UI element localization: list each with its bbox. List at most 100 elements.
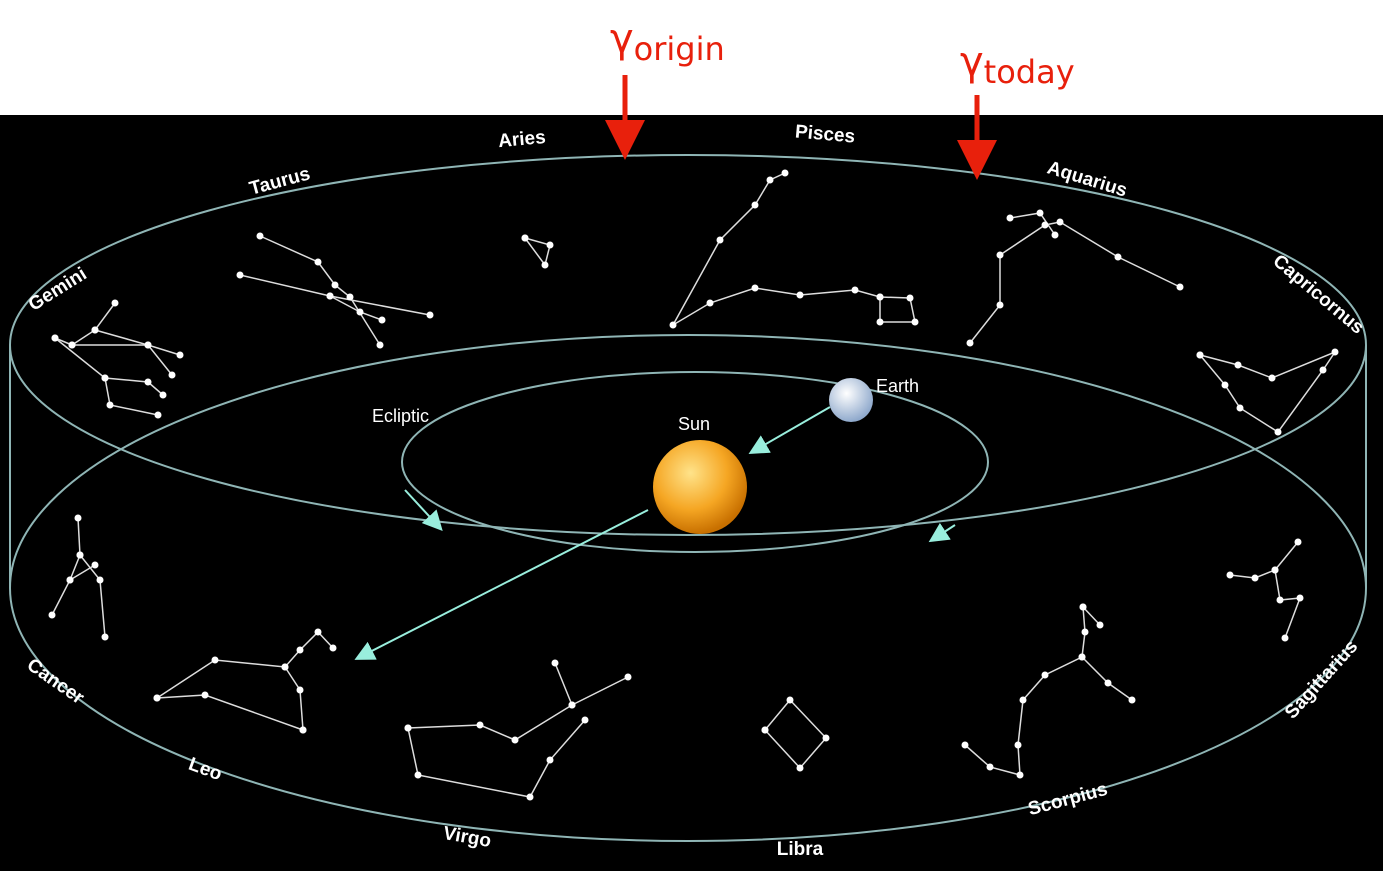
star xyxy=(145,342,152,349)
star xyxy=(962,742,969,749)
star xyxy=(92,327,99,334)
star xyxy=(787,697,794,704)
star xyxy=(527,794,534,801)
star xyxy=(357,309,364,316)
star xyxy=(547,757,554,764)
ecliptic-label: Ecliptic xyxy=(372,406,429,426)
page: Aries Pisces Taurus Aquarius Gemini Capr… xyxy=(0,0,1383,871)
star xyxy=(997,302,1004,309)
star xyxy=(202,692,209,699)
star xyxy=(1079,654,1086,661)
star xyxy=(69,342,76,349)
sun xyxy=(653,440,747,534)
star xyxy=(75,515,82,522)
star xyxy=(522,235,529,242)
star xyxy=(1057,219,1064,226)
star xyxy=(1275,429,1282,436)
star xyxy=(1082,629,1089,636)
star xyxy=(212,657,219,664)
diagram: Aries Pisces Taurus Aquarius Gemini Capr… xyxy=(0,0,1383,871)
star xyxy=(907,295,914,302)
star xyxy=(155,412,162,419)
star xyxy=(1177,284,1184,291)
star xyxy=(569,702,576,709)
star xyxy=(1015,742,1022,749)
annotation-subscript: today xyxy=(984,53,1075,91)
star xyxy=(823,735,830,742)
zodiac-label: Aries xyxy=(497,127,546,152)
star xyxy=(1222,382,1229,389)
star xyxy=(330,645,337,652)
star xyxy=(97,577,104,584)
star xyxy=(332,282,339,289)
star xyxy=(315,259,322,266)
star xyxy=(1080,604,1087,611)
star xyxy=(1115,254,1122,261)
star xyxy=(1277,597,1284,604)
star xyxy=(512,737,519,744)
annotation-symbol: γ xyxy=(960,39,984,85)
star xyxy=(169,372,176,379)
star xyxy=(1105,680,1112,687)
star xyxy=(102,634,109,641)
star xyxy=(297,687,304,694)
star xyxy=(1235,362,1242,369)
star xyxy=(997,252,1004,259)
star xyxy=(477,722,484,729)
star xyxy=(1297,595,1304,602)
star xyxy=(52,335,59,342)
star xyxy=(877,319,884,326)
star xyxy=(1332,349,1339,356)
zodiac-label: Libra xyxy=(777,839,824,860)
star xyxy=(625,674,632,681)
star xyxy=(1272,567,1279,574)
star xyxy=(257,233,264,240)
star xyxy=(767,177,774,184)
star xyxy=(327,293,334,300)
star xyxy=(107,402,114,409)
star xyxy=(1007,215,1014,222)
star xyxy=(92,562,99,569)
star xyxy=(1237,405,1244,412)
star xyxy=(762,727,769,734)
star xyxy=(547,242,554,249)
star xyxy=(1295,539,1302,546)
star xyxy=(154,695,161,702)
star xyxy=(752,202,759,209)
star xyxy=(987,764,994,771)
star xyxy=(707,300,714,307)
annotation: γorigin xyxy=(610,16,725,68)
star xyxy=(427,312,434,319)
star xyxy=(782,170,789,177)
star xyxy=(717,237,724,244)
star xyxy=(377,342,384,349)
star xyxy=(1252,575,1259,582)
star xyxy=(315,629,322,636)
star xyxy=(300,727,307,734)
star xyxy=(1269,375,1276,382)
earth-label: Earth xyxy=(876,376,919,396)
star xyxy=(237,272,244,279)
star xyxy=(347,294,354,301)
star xyxy=(670,322,677,329)
star xyxy=(797,765,804,772)
star xyxy=(1017,772,1024,779)
star xyxy=(797,292,804,299)
star xyxy=(145,379,152,386)
star xyxy=(877,294,884,301)
annotation-subscript: origin xyxy=(634,30,725,68)
star xyxy=(1020,697,1027,704)
star xyxy=(912,319,919,326)
star xyxy=(102,375,109,382)
star xyxy=(415,772,422,779)
star xyxy=(1042,222,1049,229)
star xyxy=(1097,622,1104,629)
star xyxy=(1282,635,1289,642)
star xyxy=(1197,352,1204,359)
star xyxy=(297,647,304,654)
star xyxy=(77,552,84,559)
star xyxy=(542,262,549,269)
star xyxy=(752,285,759,292)
annotation-symbol: γ xyxy=(610,16,634,62)
star xyxy=(177,352,184,359)
